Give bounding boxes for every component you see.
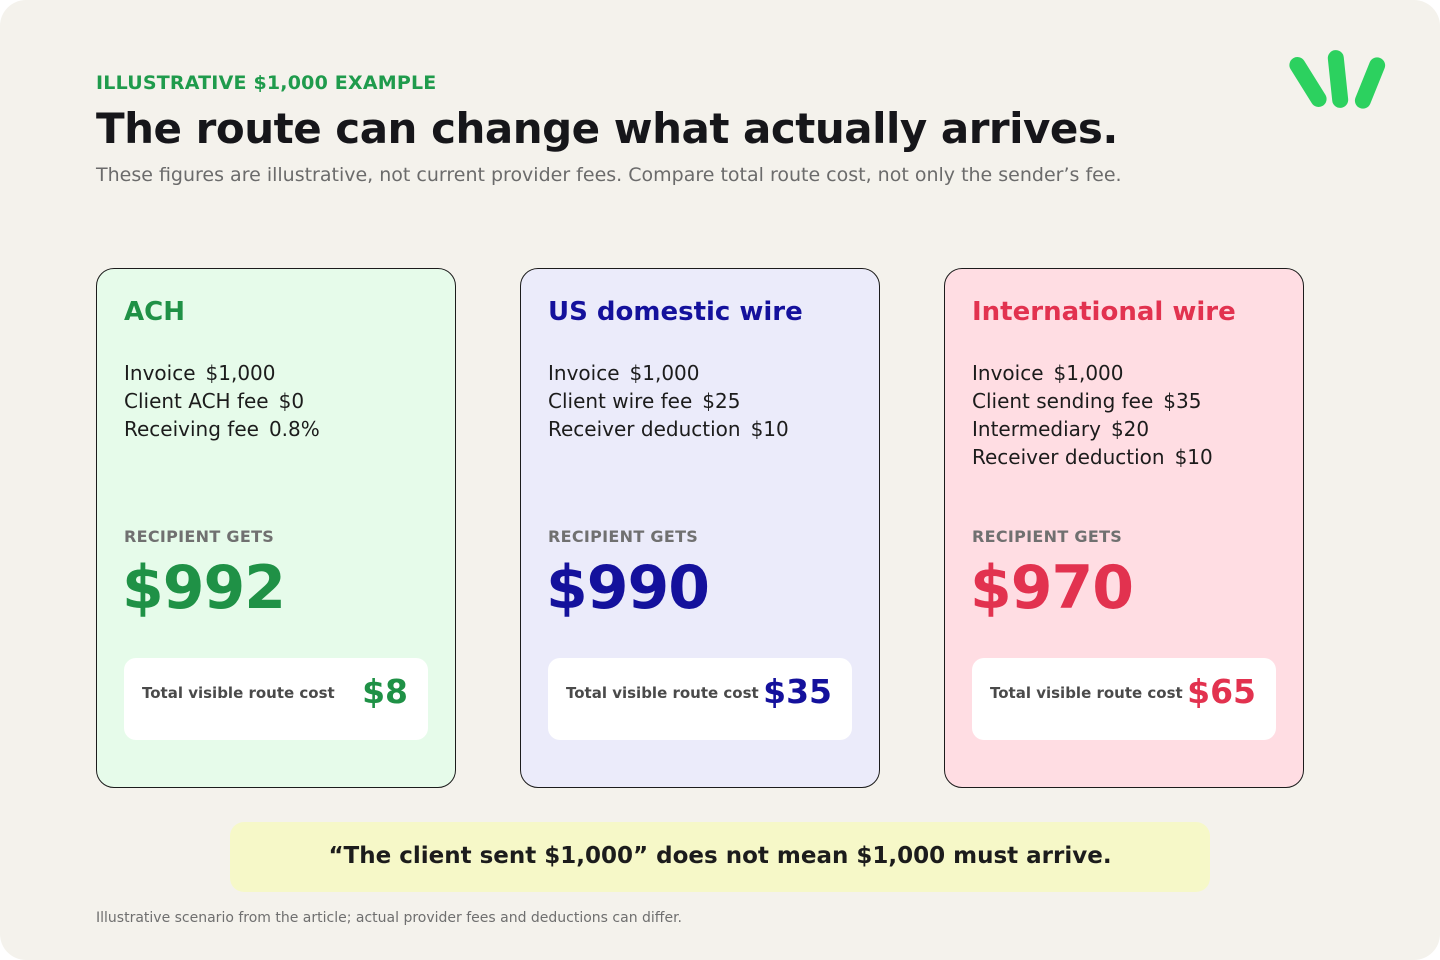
fee-label: Invoice bbox=[972, 361, 1044, 385]
fee-label: Receiver deduction bbox=[972, 445, 1165, 469]
fee-line-item: Client wire fee $25 bbox=[548, 387, 789, 415]
route-title: International wire bbox=[972, 297, 1236, 327]
callout-text: “The client sent $1,000” does not mean $… bbox=[328, 843, 1112, 869]
fee-line-item: Intermediary $20 bbox=[972, 415, 1213, 443]
total-cost-value: $8 bbox=[362, 672, 408, 711]
fee-label: Receiving fee bbox=[124, 417, 259, 441]
fee-amount: $10 bbox=[1174, 445, 1213, 469]
recipient-gets-label: RECIPIENT GETS bbox=[548, 527, 699, 546]
logo-leaf-left bbox=[1289, 57, 1327, 107]
route-card-international-wire: International wire Invoice $1,000 Client … bbox=[944, 268, 1304, 788]
fee-line-item: Invoice $1,000 bbox=[972, 359, 1213, 387]
fee-label: Client sending fee bbox=[972, 389, 1154, 413]
recipient-amount: $992 bbox=[122, 553, 286, 623]
sprout-icon bbox=[1289, 50, 1386, 109]
total-cost-label: Total visible route cost bbox=[990, 684, 1183, 702]
fee-label: Receiver deduction bbox=[548, 417, 741, 441]
route-title: ACH bbox=[124, 297, 185, 327]
fee-line-item: Client sending fee $35 bbox=[972, 387, 1213, 415]
page-subtitle: These figures are illustrative, not curr… bbox=[96, 164, 1122, 186]
callout-banner: “The client sent $1,000” does not mean $… bbox=[230, 822, 1210, 892]
fee-line-item: Invoice $1,000 bbox=[124, 359, 320, 387]
total-cost-value: $35 bbox=[763, 672, 832, 711]
total-cost-label: Total visible route cost bbox=[566, 684, 759, 702]
fee-amount: $25 bbox=[702, 389, 741, 413]
fee-amount: $0 bbox=[278, 389, 305, 413]
fee-list: Invoice $1,000 Client wire fee $25 Receive… bbox=[548, 359, 789, 443]
route-card-ach: ACH Invoice $1,000 Client ACH fee $0 Recei… bbox=[96, 268, 456, 788]
total-cost-box: Total visible route cost $35 bbox=[548, 658, 852, 740]
recipient-amount: $990 bbox=[546, 553, 710, 623]
total-cost-box: Total visible route cost $8 bbox=[124, 658, 428, 740]
logo-leaf-right bbox=[1354, 57, 1386, 109]
fee-amount: $35 bbox=[1163, 389, 1202, 413]
eyebrow-label: ILLUSTRATIVE $1,000 EXAMPLE bbox=[96, 72, 437, 94]
fee-line-item: Receiver deduction $10 bbox=[972, 443, 1213, 471]
fee-line-item: Client ACH fee $0 bbox=[124, 387, 320, 415]
fee-label: Intermediary bbox=[972, 417, 1101, 441]
fee-list: Invoice $1,000 Client sending fee $35 Inte… bbox=[972, 359, 1213, 471]
fee-label: Client wire fee bbox=[548, 389, 693, 413]
total-cost-label: Total visible route cost bbox=[142, 684, 335, 702]
total-cost-value: $65 bbox=[1187, 672, 1256, 711]
footnote: Illustrative scenario from the article; … bbox=[96, 910, 682, 926]
fee-list: Invoice $1,000 Client ACH fee $0 Receiving… bbox=[124, 359, 320, 443]
fee-amount: $10 bbox=[750, 417, 789, 441]
fee-amount: $20 bbox=[1110, 417, 1150, 441]
fee-amount: $1,000 bbox=[205, 361, 276, 385]
fee-line-item: Receiver deduction $10 bbox=[548, 415, 789, 443]
page-title: The route can change what actually arriv… bbox=[96, 104, 1118, 153]
fee-line-item: Invoice $1,000 bbox=[548, 359, 789, 387]
route-title: US domestic wire bbox=[548, 297, 803, 327]
logo-leaf-middle bbox=[1327, 50, 1349, 108]
fee-amount: 0.8% bbox=[268, 417, 320, 441]
recipient-gets-label: RECIPIENT GETS bbox=[972, 527, 1123, 546]
recipient-amount: $970 bbox=[970, 553, 1134, 623]
recipient-gets-label: RECIPIENT GETS bbox=[124, 527, 275, 546]
fee-line-item: Receiving fee 0.8% bbox=[124, 415, 320, 443]
fee-label: Invoice bbox=[124, 361, 196, 385]
fee-amount: $1,000 bbox=[629, 361, 700, 385]
fee-label: Invoice bbox=[548, 361, 620, 385]
fee-amount: $1,000 bbox=[1053, 361, 1124, 385]
total-cost-box: Total visible route cost $65 bbox=[972, 658, 1276, 740]
fee-label: Client ACH fee bbox=[124, 389, 269, 413]
route-card-us-domestic-wire: US domestic wire Invoice $1,000 Client wi… bbox=[520, 268, 880, 788]
